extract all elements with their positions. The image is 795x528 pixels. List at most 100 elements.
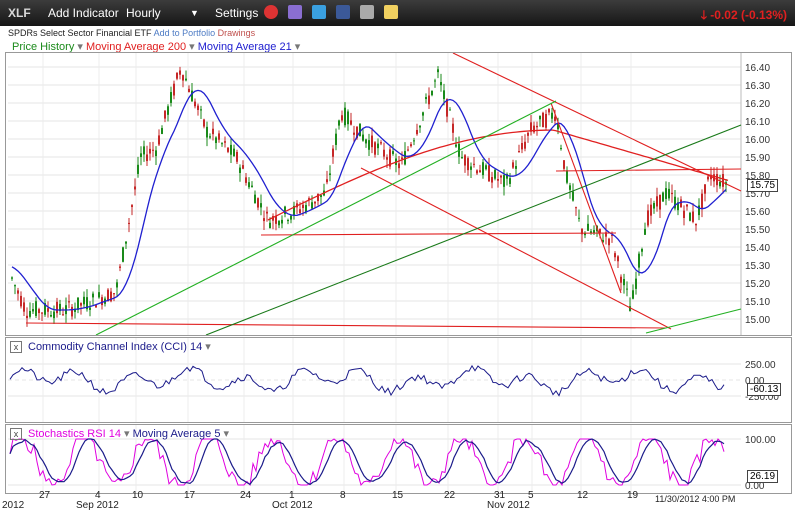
candle-body [521, 143, 523, 150]
candle-body [233, 148, 235, 157]
candle-body [683, 210, 685, 218]
candle-body [557, 123, 559, 130]
candle-body [257, 198, 259, 208]
chart-legend: Price History ▾ Moving Average 200 ▾ Mov… [12, 41, 301, 53]
cci-axis: 250.00 0.00 -250.00 [745, 360, 779, 403]
candle-body [665, 188, 667, 199]
candle-body [371, 135, 373, 148]
price-tick-label: 16.40 [745, 63, 770, 74]
candle-body [95, 305, 97, 308]
chevron-down-icon[interactable]: ▼ [190, 8, 199, 18]
symbol-label[interactable]: XLF [8, 6, 31, 20]
price-grid [8, 53, 742, 335]
date-tick-label: 12 [577, 490, 589, 501]
settings-button[interactable]: Settings [215, 6, 259, 20]
stoch-tick-label: 100.00 [745, 435, 776, 446]
candle-body [614, 253, 616, 258]
candle-body [245, 177, 247, 183]
stoch-chart: 100.00 0.00 [8, 425, 776, 493]
twitter-icon[interactable] [312, 5, 326, 19]
candle-body [329, 173, 331, 175]
candle-body [194, 101, 196, 107]
candle-body [332, 148, 334, 157]
month-label-nov: Nov 2012 [487, 500, 530, 511]
candle-body [170, 92, 172, 103]
candle-body [659, 194, 661, 210]
candle-body [419, 125, 421, 128]
interval-dropdown[interactable]: Hourly [126, 6, 161, 20]
candle-body [158, 135, 160, 145]
candle-body [707, 176, 709, 180]
candle-body [404, 151, 406, 165]
date-tick-label: 15 [392, 490, 404, 501]
add-indicator-button[interactable]: Add Indicator [48, 6, 119, 20]
candle-body [533, 125, 535, 133]
candle-body [23, 302, 25, 312]
candle-body [416, 129, 418, 135]
candle-body [380, 142, 382, 144]
candle-body [176, 72, 178, 79]
candle-body [128, 222, 130, 225]
candle-body [182, 75, 184, 81]
stoch-title: Stochastics RSI 14 [28, 428, 121, 440]
cci-tick-label: 250.00 [745, 360, 776, 371]
candle-body [356, 126, 358, 139]
candle-body [143, 146, 145, 155]
candle-body [86, 297, 88, 310]
date-tick-label: 10 [132, 490, 144, 501]
candle-body [650, 204, 652, 216]
candle-body [656, 196, 658, 207]
cci-chart: 250.00 0.00 -250.00 [8, 338, 779, 422]
facebook-icon[interactable] [336, 5, 350, 19]
candle-body [437, 69, 439, 73]
candle-body [119, 266, 121, 268]
candle-body [515, 166, 517, 169]
month-label-sep: Sep 2012 [76, 500, 119, 511]
candle-body [110, 291, 112, 302]
candle-body [167, 106, 169, 115]
candle-body [344, 107, 346, 126]
candle-body [428, 95, 430, 105]
candle-body [383, 149, 385, 157]
close-icon[interactable]: x [10, 428, 22, 440]
note-icon[interactable] [384, 5, 398, 19]
add-to-portfolio-link[interactable]: Add to Portfolio [153, 28, 216, 38]
candle-body [101, 297, 103, 306]
trendline [260, 232, 617, 236]
ma21-line [11, 89, 727, 311]
candle-body [434, 80, 436, 82]
candle-body [149, 148, 151, 154]
candle-body [191, 90, 193, 102]
candle-body [413, 140, 415, 142]
close-icon[interactable]: x [10, 341, 22, 353]
candle-body [500, 175, 502, 178]
legend-ma200[interactable]: Moving Average 200 [85, 41, 187, 53]
candle-body [677, 202, 679, 211]
drawings-link[interactable]: Drawings [217, 28, 256, 38]
candle-body [11, 277, 13, 279]
candle-body [62, 314, 64, 316]
candle-body [605, 232, 607, 237]
date-tick-label: 31 [494, 490, 506, 501]
cci-line [9, 364, 725, 397]
candle-body [524, 141, 526, 149]
year-label: 2012 [2, 500, 25, 511]
candle-body [545, 113, 547, 128]
candle-body [587, 223, 589, 231]
candle-body [482, 162, 484, 176]
candle-body [347, 111, 349, 125]
candle-body [218, 133, 220, 140]
legend-ma21[interactable]: Moving Average 21 [197, 41, 292, 53]
cci-tick-label: -250.00 [745, 392, 779, 403]
candle-body [503, 175, 505, 187]
candle-body [617, 256, 619, 262]
stoch-ma-label: Moving Average 5 [132, 428, 221, 440]
candle-body [491, 177, 493, 183]
candle-body [197, 105, 199, 110]
candle-body [689, 212, 691, 221]
candle-body [704, 184, 706, 194]
alarm-icon[interactable] [264, 5, 278, 19]
portfolio-icon[interactable] [288, 5, 302, 19]
print-icon[interactable] [360, 5, 374, 19]
legend-price[interactable]: Price History [12, 41, 75, 53]
